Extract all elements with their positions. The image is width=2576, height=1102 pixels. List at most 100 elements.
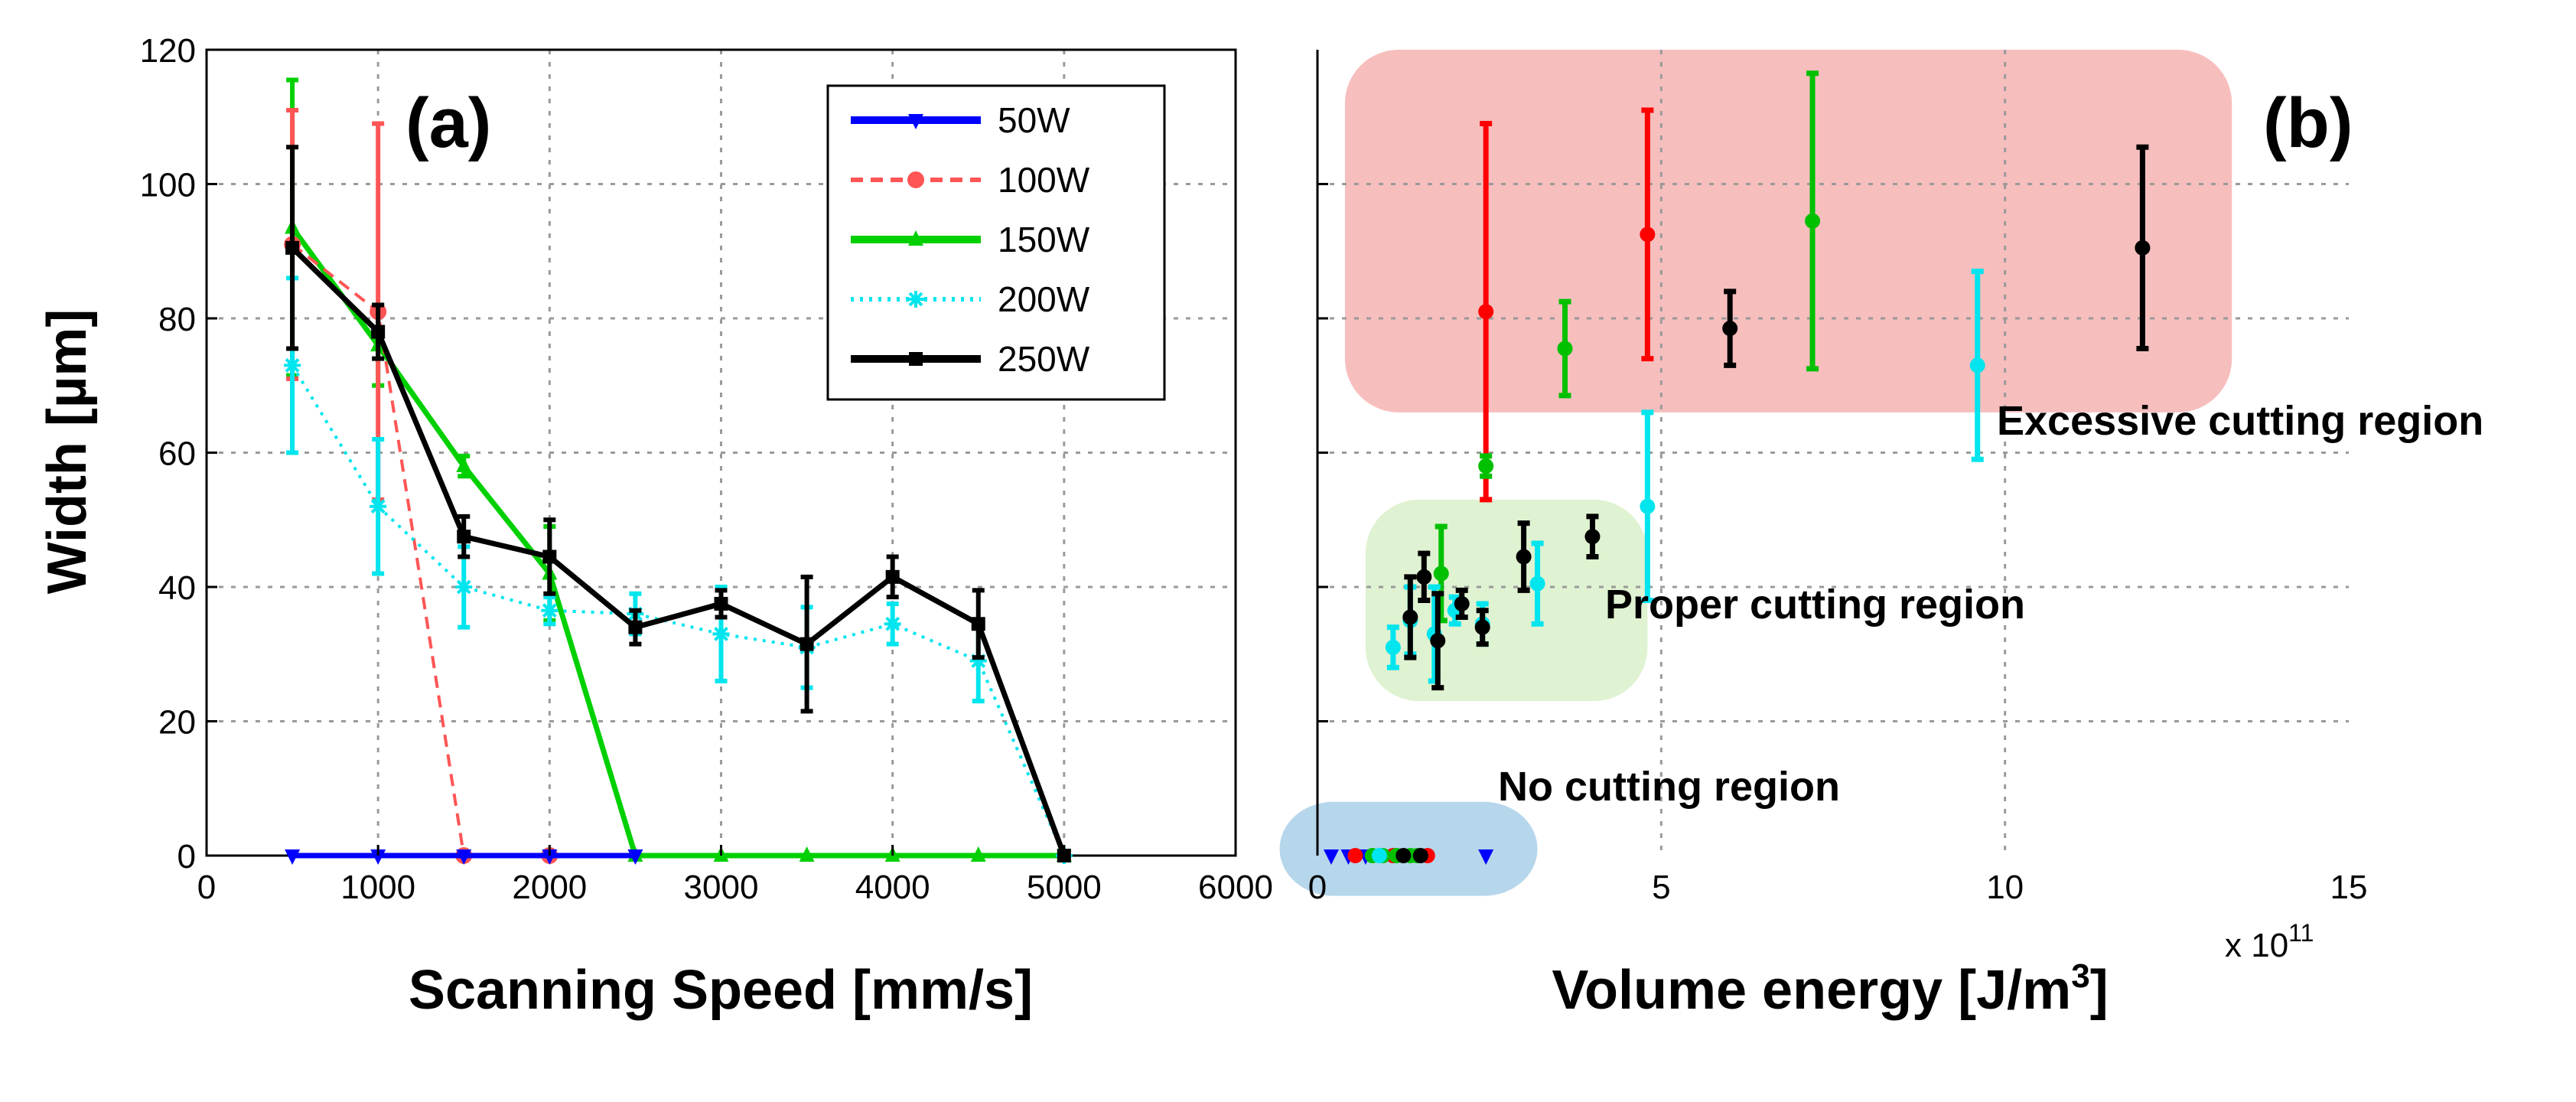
energy-data-point-group [1416, 550, 1432, 604]
region-0 [1344, 50, 2232, 412]
legend-label-150W: 150W [998, 220, 1090, 259]
energy-data-point-group [1557, 298, 1573, 399]
panel-a-x-tick-label: 6000 [1198, 869, 1273, 906]
panel-a-y-tick-label: 20 [158, 704, 196, 742]
data-point-250W [714, 596, 728, 611]
energy-data-point-group [1478, 849, 1494, 865]
panel-a-x-tick-label: 4000 [855, 869, 930, 906]
data-point-250W [885, 569, 900, 584]
energy-data-point-group [1395, 848, 1412, 863]
panel-b-chart: 0 5 10 15 Excessive cutting region Proper cu… [1279, 50, 2483, 1021]
energy-data-point [1395, 848, 1412, 863]
data-point-250W [628, 620, 643, 634]
energy-data-point-group [1402, 574, 1418, 660]
data-point-200W [541, 602, 559, 619]
energy-data-point-group [1640, 409, 1656, 604]
energy-data-point-group [1474, 608, 1490, 647]
energy-data-point [2135, 240, 2151, 256]
legend-marker-100W [907, 171, 924, 188]
data-point-250W [371, 324, 386, 339]
data-point-150W [970, 846, 986, 862]
panel-a-x-tick-label: 0 [197, 869, 216, 906]
legend-label-200W: 200W [998, 279, 1090, 319]
energy-data-point-group [1529, 540, 1545, 627]
energy-data-point [1385, 639, 1401, 655]
energy-data-point [1478, 304, 1494, 320]
legend-marker-200W [907, 291, 924, 308]
energy-data-point-group [1805, 70, 1821, 372]
data-point-50W [542, 849, 558, 865]
energy-data-point-group [1371, 848, 1387, 863]
panel-b-region-labels: Excessive cutting region Proper cutting r… [1498, 398, 2483, 810]
panel-a-y-tick-label: 80 [158, 301, 196, 338]
energy-data-point [1640, 227, 1656, 243]
panel-a-chart: 0 1000 2000 3000 4000 5000 6000 0 20 40 60 80 100 120… [37, 32, 1273, 1021]
data-point-250W [542, 549, 557, 564]
panel-a-y-tick-label: 100 [140, 167, 196, 204]
panel-a-label: (a) [405, 84, 491, 162]
energy-data-point [1430, 633, 1446, 649]
data-point-150W [799, 846, 815, 862]
panel-a-ticks: 0 1000 2000 3000 4000 5000 6000 0 20 40 60 80 100 120 [140, 32, 1273, 906]
energy-data-point-group [1412, 848, 1428, 863]
panel-b-points [1323, 70, 2151, 865]
energy-data-point [1402, 609, 1418, 625]
data-point-50W [285, 849, 301, 865]
panel-a-x-tick-label: 5000 [1027, 869, 1102, 906]
data-point-50W [627, 849, 643, 865]
panel-b-x-multiplier: x 1011 [2225, 919, 2314, 964]
panel-b-label: (b) [2263, 84, 2353, 162]
data-point-200W [455, 579, 473, 595]
energy-data-point-group [1969, 269, 1985, 462]
energy-data-point-group [1385, 624, 1401, 670]
energy-data-point-group [2135, 144, 2151, 351]
data-point-250W [285, 240, 300, 255]
data-point-200W [370, 497, 387, 515]
data-point-250W [971, 617, 985, 631]
data-point-200W [884, 615, 901, 633]
legend-label-50W: 50W [998, 100, 1070, 140]
energy-data-point-group [1640, 107, 1656, 362]
series-100W [284, 107, 559, 864]
energy-data-point-group [1430, 591, 1446, 691]
data-point-250W [457, 530, 471, 544]
legend-label-100W: 100W [998, 160, 1090, 200]
legend-label-250W: 250W [998, 339, 1090, 379]
energy-data-point-group [1516, 520, 1532, 593]
panel-a-legend: 50W 100W 150W 200W 250W [826, 84, 1166, 401]
legend-marker-150W [908, 230, 923, 246]
energy-data-point [1478, 458, 1494, 474]
panel-a-x-axis-label: Scanning Speed [mm/s] [409, 960, 1033, 1021]
energy-data-point [1433, 566, 1449, 582]
energy-data-point [1478, 849, 1494, 865]
energy-data-point [1412, 848, 1428, 863]
energy-data-point [1805, 213, 1821, 229]
energy-data-point-group [1478, 121, 1494, 503]
panel-a-y-tick-label: 0 [177, 838, 196, 875]
energy-data-point-group [1584, 514, 1601, 560]
panel-a-x-tick-label: 2000 [512, 869, 587, 906]
panel-b-x-tick-label: 5 [1652, 869, 1670, 906]
data-point-200W [284, 357, 301, 374]
panel-a-y-tick-label: 40 [158, 569, 196, 607]
energy-data-point-group [1347, 848, 1363, 863]
energy-data-point-group [1454, 587, 1470, 620]
energy-data-point [1557, 341, 1573, 357]
region-label-1: Proper cutting region [1605, 582, 2025, 628]
energy-data-point [1516, 549, 1532, 565]
energy-data-point [1323, 849, 1339, 865]
panel-b-x-tick-label: 0 [1308, 869, 1327, 906]
series-250W [285, 145, 1071, 862]
energy-data-point [1371, 848, 1387, 863]
series-line-250W [290, 246, 1067, 857]
panel-a-x-tick-label: 1000 [340, 869, 415, 906]
energy-data-point [1969, 357, 1985, 373]
region-label-2: No cutting region [1498, 764, 1840, 810]
energy-data-point-group [1323, 849, 1339, 865]
data-point-50W [370, 849, 386, 865]
panel-b-grid [1317, 50, 2349, 856]
energy-data-point [1584, 529, 1601, 545]
data-point-50W [456, 849, 472, 865]
panel-a-x-tick-label: 3000 [684, 869, 759, 906]
legend-marker-50W [908, 114, 923, 129]
